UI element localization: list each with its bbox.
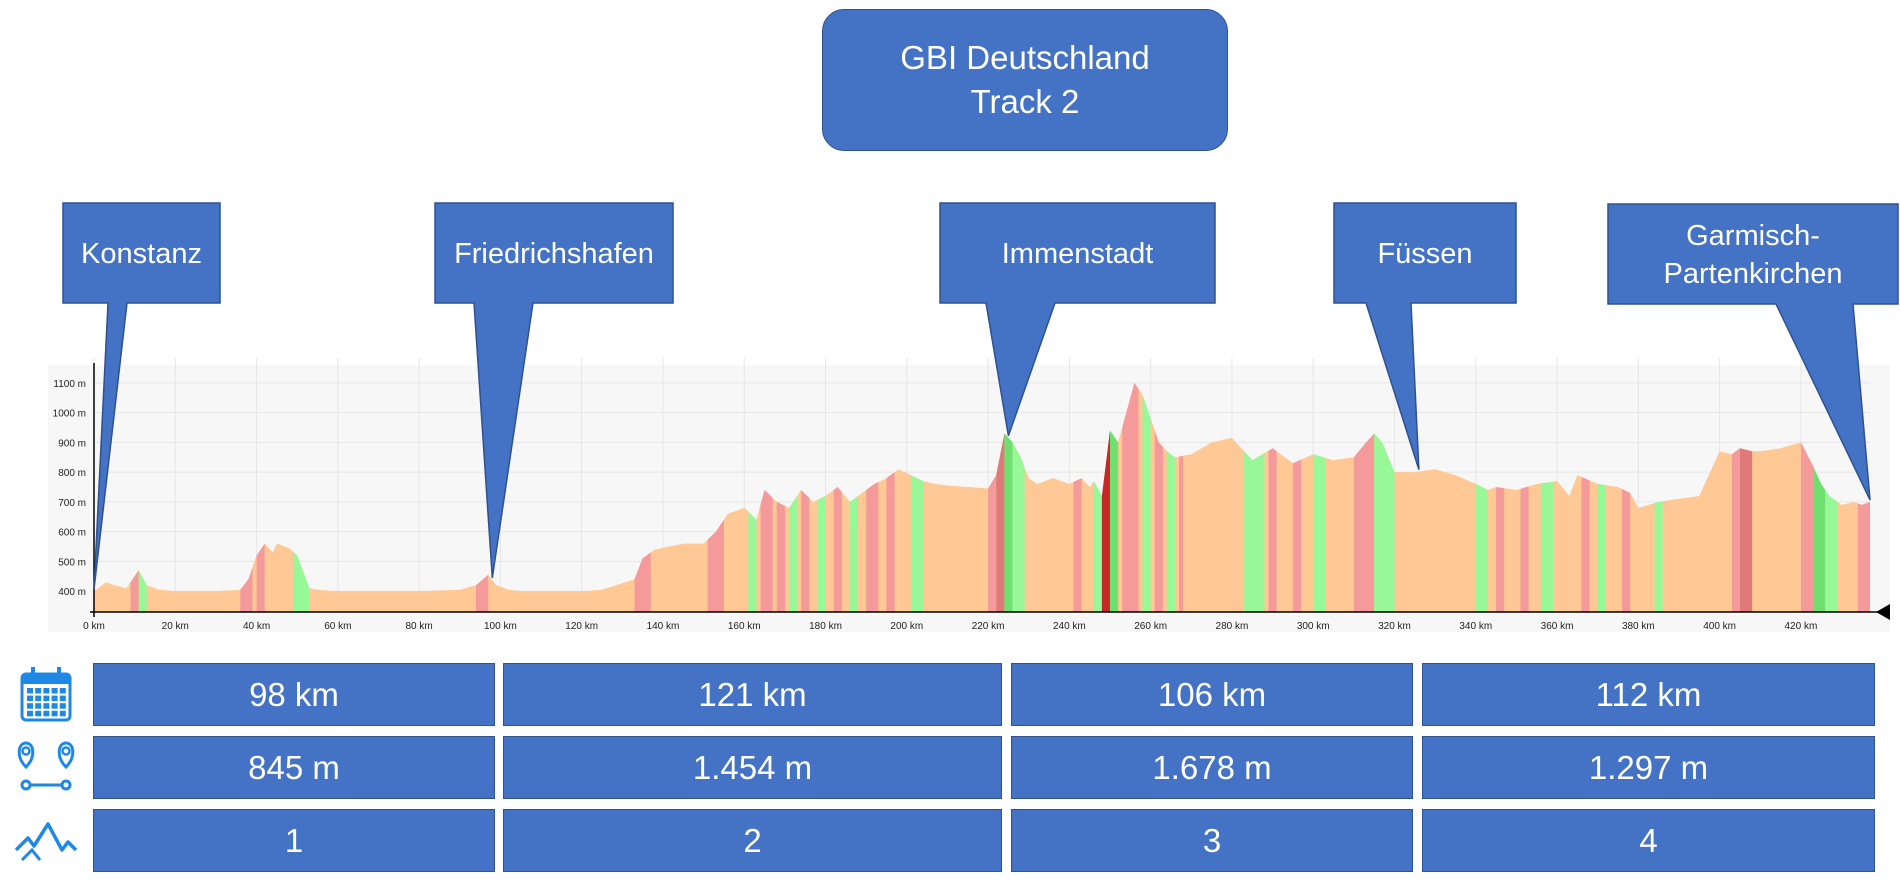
y-tick-label: 400 m bbox=[58, 587, 86, 598]
x-tick-label: 120 km bbox=[565, 621, 598, 632]
gradient-band-down bbox=[1496, 382, 1505, 612]
x-tick-label: 160 km bbox=[728, 621, 761, 632]
callout-1: Friedrichshafen bbox=[434, 202, 674, 579]
x-tick-label: 420 km bbox=[1785, 621, 1818, 632]
x-tick-label: 20 km bbox=[162, 621, 189, 632]
gradient-band-down bbox=[1268, 382, 1277, 612]
callout-label: Partenkirchen bbox=[1664, 258, 1843, 290]
stat-cell: 4 bbox=[1422, 809, 1875, 872]
callout-2: Immenstadt bbox=[939, 202, 1216, 437]
stat-cell: 106 km bbox=[1011, 663, 1413, 726]
x-tick-label: 40 km bbox=[243, 621, 270, 632]
calendar-icon bbox=[20, 667, 72, 722]
stat-cell: 1 bbox=[93, 809, 495, 872]
route-pins-icon bbox=[17, 741, 75, 791]
stat-cell: 2 bbox=[503, 809, 1002, 872]
callout-3: Füssen bbox=[1333, 202, 1517, 470]
gradient-band-down bbox=[1073, 382, 1082, 612]
x-tick-label: 280 km bbox=[1216, 621, 1249, 632]
gradient-band-steep-up bbox=[1110, 382, 1119, 612]
gradient-band-down bbox=[1622, 382, 1631, 612]
gradient-band-down bbox=[833, 382, 842, 612]
callout-label: Immenstadt bbox=[1002, 238, 1154, 270]
callout-4: Garmisch- Partenkirchen bbox=[1607, 203, 1899, 501]
stat-cell: 121 km bbox=[503, 663, 1002, 726]
x-tick-label: 220 km bbox=[972, 621, 1005, 632]
callout-0: Konstanz bbox=[62, 202, 221, 590]
x-tick-label: 400 km bbox=[1703, 621, 1736, 632]
y-tick-label: 900 m bbox=[58, 438, 86, 449]
callout-shape bbox=[434, 202, 674, 579]
gradient-band-down bbox=[1154, 382, 1163, 612]
callout-label: Garmisch- bbox=[1686, 220, 1820, 252]
gradient-band-steep-up bbox=[1004, 382, 1013, 612]
y-tick-label: 500 m bbox=[58, 557, 86, 568]
gradient-band-down bbox=[1179, 382, 1184, 612]
stat-cell: 845 m bbox=[93, 736, 495, 799]
title-line-2: Track 2 bbox=[970, 83, 1080, 120]
title-box: GBI Deutschland Track 2 bbox=[822, 9, 1228, 151]
x-tick-label: 100 km bbox=[484, 621, 517, 632]
x-axis-end-marker bbox=[1876, 604, 1890, 620]
gradient-band-up bbox=[1166, 382, 1176, 612]
stat-cell: 1.297 m bbox=[1422, 736, 1875, 799]
gradient-band-down bbox=[1520, 382, 1529, 612]
title-line-1: GBI Deutschland bbox=[900, 39, 1150, 76]
gradient-band-up bbox=[1093, 382, 1102, 612]
gradient-band-down bbox=[1122, 382, 1139, 612]
gradient-band-down bbox=[1581, 382, 1590, 612]
elevation-profile bbox=[94, 382, 1870, 612]
x-tick-label: 360 km bbox=[1541, 621, 1574, 632]
callout-shape bbox=[939, 202, 1216, 437]
x-tick-label: 0 km bbox=[83, 621, 105, 632]
x-tick-label: 60 km bbox=[324, 621, 351, 632]
x-tick-label: 320 km bbox=[1378, 621, 1411, 632]
stat-cell: 112 km bbox=[1422, 663, 1875, 726]
gradient-band-down bbox=[801, 382, 810, 612]
y-tick-label: 600 m bbox=[58, 528, 86, 539]
stat-cell: 1.678 m bbox=[1011, 736, 1413, 799]
gradient-band-down bbox=[1292, 382, 1302, 612]
gradient-band-down bbox=[886, 382, 895, 612]
x-tick-label: 260 km bbox=[1134, 621, 1167, 632]
gradient-band-down bbox=[988, 382, 997, 612]
x-tick-label: 80 km bbox=[406, 621, 433, 632]
stat-cell: 98 km bbox=[93, 663, 495, 726]
mountain-icon bbox=[14, 822, 78, 862]
callout-shape bbox=[62, 202, 221, 590]
callout-label: Füssen bbox=[1377, 238, 1472, 270]
gradient-band-steep-down bbox=[996, 382, 1005, 612]
x-tick-label: 140 km bbox=[647, 621, 680, 632]
x-tick-label: 200 km bbox=[890, 621, 923, 632]
x-tick-label: 300 km bbox=[1297, 621, 1330, 632]
callout-shape bbox=[1607, 203, 1899, 501]
x-tick-label: 340 km bbox=[1459, 621, 1492, 632]
stat-cell: 3 bbox=[1011, 809, 1413, 872]
x-tick-label: 180 km bbox=[809, 621, 842, 632]
y-tick-label: 800 m bbox=[58, 468, 86, 479]
x-tick-label: 380 km bbox=[1622, 621, 1655, 632]
y-tick-label: 1000 m bbox=[53, 409, 86, 420]
callout-shape bbox=[1333, 202, 1517, 470]
gradient-band-up bbox=[1142, 382, 1151, 612]
x-tick-label: 240 km bbox=[1053, 621, 1086, 632]
gradient-band-down bbox=[1731, 382, 1740, 612]
callout-label: Friedrichshafen bbox=[454, 238, 654, 270]
y-tick-label: 700 m bbox=[58, 498, 86, 509]
gradient-band-up bbox=[1597, 382, 1606, 612]
callout-label: Konstanz bbox=[81, 238, 202, 270]
stat-cell: 1.454 m bbox=[503, 736, 1002, 799]
gradient-band-steepest bbox=[1101, 382, 1111, 612]
y-tick-label: 1100 m bbox=[53, 379, 86, 390]
